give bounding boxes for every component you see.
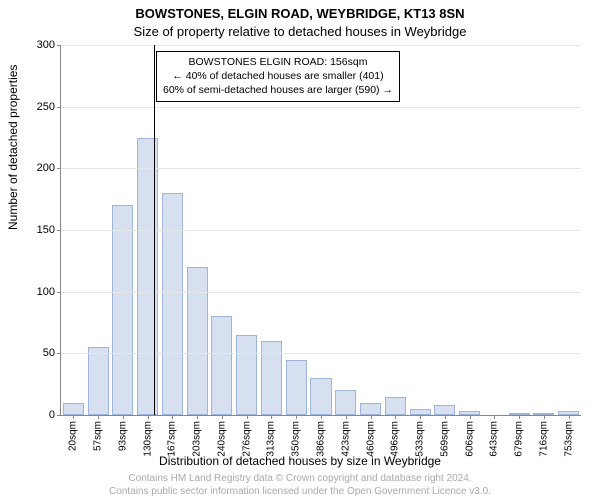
xtick-label: 569sqm: [439, 421, 450, 457]
xtick-mark: [519, 415, 520, 419]
xtick-label: 679sqm: [514, 421, 525, 457]
ytick-mark: [57, 107, 61, 108]
bar: [162, 193, 183, 415]
ytick-mark: [57, 230, 61, 231]
xtick-label: 93sqm: [117, 421, 128, 451]
xtick-label: 753sqm: [563, 421, 574, 457]
xtick-mark: [247, 415, 248, 419]
xtick-mark: [420, 415, 421, 419]
xtick-label: 460sqm: [365, 421, 376, 457]
xtick-mark: [172, 415, 173, 419]
footer-line1: Contains HM Land Registry data © Crown c…: [128, 473, 471, 484]
bar: [236, 335, 257, 415]
bar: [385, 397, 406, 416]
xtick-mark: [271, 415, 272, 419]
ytick-label: 50: [43, 347, 55, 359]
xtick-label: 130sqm: [142, 421, 153, 457]
xtick-label: 167sqm: [167, 421, 178, 457]
ytick-label: 150: [37, 224, 55, 236]
xtick-mark: [222, 415, 223, 419]
xtick-mark: [123, 415, 124, 419]
ytick-label: 250: [37, 101, 55, 113]
gridline: [61, 292, 581, 293]
footer-line2: Contains public sector information licen…: [109, 486, 491, 497]
xtick-mark: [346, 415, 347, 419]
bar: [63, 403, 84, 415]
ytick-mark: [57, 292, 61, 293]
xtick-label: 533sqm: [415, 421, 426, 457]
xtick-mark: [148, 415, 149, 419]
bar: [187, 267, 208, 415]
chart-footer: Contains HM Land Registry data © Crown c…: [0, 472, 600, 498]
chart-container: BOWSTONES, ELGIN ROAD, WEYBRIDGE, KT13 8…: [0, 0, 600, 500]
xtick-mark: [98, 415, 99, 419]
xtick-label: 643sqm: [489, 421, 500, 457]
chart-title-line2: Size of property relative to detached ho…: [0, 24, 600, 39]
xtick-label: 276sqm: [241, 421, 252, 457]
bar: [360, 403, 381, 415]
x-axis-label: Distribution of detached houses by size …: [0, 454, 600, 468]
xtick-mark: [445, 415, 446, 419]
plot-area: 05010015020025030020sqm57sqm93sqm130sqm1…: [60, 45, 581, 416]
ytick-mark: [57, 353, 61, 354]
xtick-mark: [73, 415, 74, 419]
bar: [286, 360, 307, 416]
ytick-label: 0: [49, 409, 55, 421]
xtick-label: 386sqm: [316, 421, 327, 457]
xtick-mark: [395, 415, 396, 419]
xtick-mark: [371, 415, 372, 419]
bar: [88, 347, 109, 415]
xtick-label: 423sqm: [340, 421, 351, 457]
xtick-mark: [296, 415, 297, 419]
xtick-label: 606sqm: [464, 421, 475, 457]
xtick-mark: [544, 415, 545, 419]
xtick-mark: [569, 415, 570, 419]
ytick-label: 100: [37, 286, 55, 298]
gridline: [61, 168, 581, 169]
ytick-label: 200: [37, 162, 55, 174]
chart-title-line1: BOWSTONES, ELGIN ROAD, WEYBRIDGE, KT13 8…: [0, 6, 600, 21]
xtick-label: 313sqm: [266, 421, 277, 457]
ytick-mark: [57, 168, 61, 169]
xtick-mark: [321, 415, 322, 419]
y-axis-label: Number of detached properties: [6, 65, 20, 230]
xtick-label: 716sqm: [538, 421, 549, 457]
xtick-label: 240sqm: [216, 421, 227, 457]
xtick-mark: [470, 415, 471, 419]
bar: [261, 341, 282, 415]
xtick-label: 57sqm: [93, 421, 104, 451]
bar: [335, 390, 356, 415]
gridline: [61, 353, 581, 354]
ytick-mark: [57, 415, 61, 416]
bar: [310, 378, 331, 415]
gridline: [61, 45, 581, 46]
xtick-label: 496sqm: [390, 421, 401, 457]
bar: [434, 405, 455, 415]
xtick-label: 350sqm: [291, 421, 302, 457]
gridline: [61, 107, 581, 108]
ytick-label: 300: [37, 39, 55, 51]
xtick-mark: [197, 415, 198, 419]
bar: [211, 316, 232, 415]
xtick-label: 203sqm: [192, 421, 203, 457]
annotation-box: BOWSTONES ELGIN ROAD: 156sqm← 40% of det…: [156, 51, 400, 102]
gridline: [61, 230, 581, 231]
xtick-mark: [494, 415, 495, 419]
ytick-mark: [57, 45, 61, 46]
bar: [112, 205, 133, 415]
xtick-label: 20sqm: [68, 421, 79, 451]
